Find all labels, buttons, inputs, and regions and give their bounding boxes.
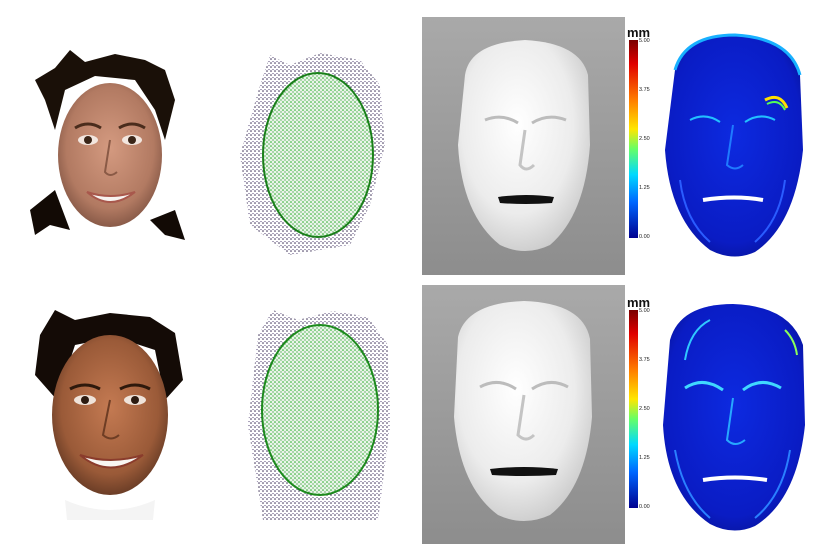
error-heatmap-female — [665, 33, 803, 257]
point-cloud-female — [240, 53, 385, 255]
colorbar-tick: 2.50 — [639, 136, 650, 142]
colorbar-tick: 3.75 — [639, 357, 650, 363]
colorbar-tick: 1.25 — [639, 455, 650, 461]
colorbar-tick: 0.00 — [639, 234, 650, 240]
reconstructed-mesh-male — [454, 301, 592, 521]
colorbar-tick: 3.75 — [639, 87, 650, 93]
colorbar-gradient — [629, 40, 638, 238]
texture-photo-male — [35, 310, 183, 520]
row-1: mm 5.00 3.75 2.50 1.25 0.00 — [0, 0, 820, 275]
point-cloud-male — [248, 310, 390, 520]
colorbar-tick: 0.00 — [639, 504, 650, 510]
texture-photo-female — [30, 50, 185, 240]
error-heatmap-male — [663, 304, 805, 531]
colorbar-tick: 5.00 — [639, 38, 650, 44]
colorbar-unit: mm — [627, 25, 651, 40]
colorbar-tick: 2.50 — [639, 406, 650, 412]
colorbar-tick: 1.25 — [639, 185, 650, 191]
colorbar-unit: mm — [627, 295, 651, 310]
colorbar-tick: 5.00 — [639, 308, 650, 314]
colorbar-gradient — [629, 310, 638, 508]
row-2: mm 5.00 3.75 2.50 1.25 0.00 — [0, 275, 820, 551]
reconstructed-mesh-female — [458, 40, 590, 251]
